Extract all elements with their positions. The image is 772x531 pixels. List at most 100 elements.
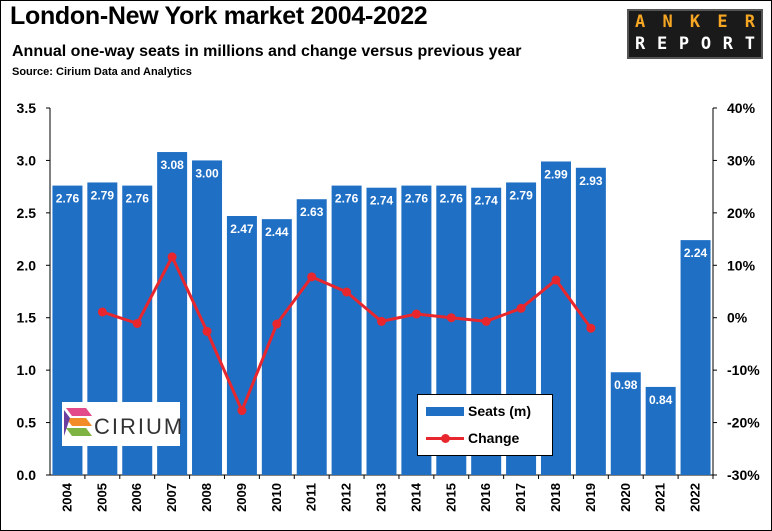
bar-2021 [645,386,676,475]
change-point [586,323,596,333]
change-point [377,316,386,326]
bar-value-label: 2.76 [440,192,464,206]
change-point [272,319,282,329]
bar-2013 [366,187,397,476]
left-tick-label: 3.0 [17,152,37,168]
bar-value-label: 2.99 [544,167,568,181]
left-tick-label: 0.5 [17,415,37,431]
x-tick-label: 2004 [59,482,74,512]
change-point [411,309,421,319]
cirium-logo: CIRIUM [62,402,182,446]
bar-2009 [226,216,257,475]
bar-value-label: 3.08 [160,158,184,172]
cirium-mark-icon [64,408,92,436]
anker-top-letter: A [635,12,646,32]
right-tick-label: -30% [727,467,760,483]
bar-value-label: 2.76 [335,192,359,206]
legend-swatch-seats [426,406,464,416]
anker-bottom-letter: P [678,34,690,54]
x-tick-label: 2019 [583,483,598,512]
x-tick-label: 2015 [443,483,458,512]
anker-bottom-letter: T [744,34,755,54]
x-tick-label: 2005 [94,483,109,512]
change-point [97,307,107,317]
x-tick-label: 2018 [548,483,563,512]
left-tick-label: 1.0 [17,362,37,378]
bar-value-label: 2.76 [405,192,429,206]
change-point [446,313,456,323]
x-tick-label: 2006 [129,483,144,512]
x-tick-label: 2007 [164,483,179,512]
bar-value-label: 3.00 [195,166,219,180]
cirium-logo-text: CIRIUM [94,414,185,439]
x-tick-label: 2017 [513,483,528,512]
bar-value-label: 2.76 [56,192,80,206]
bar-value-label: 2.74 [475,194,499,208]
bar-2012 [331,185,362,475]
change-point [516,303,526,313]
anker-bottom-letter: R [722,34,733,54]
anker-top-letter: E [717,12,728,32]
legend: Seats (m) Change [417,394,553,456]
bar-value-label: 0.98 [614,378,638,392]
bar-value-label: 2.79 [91,188,115,202]
anker-bottom-letter: E [656,34,668,54]
x-tick-label: 2011 [304,483,319,511]
right-tick-label: 30% [727,152,756,168]
bar-2022 [680,240,711,475]
bar-value-label: 2.47 [230,222,254,236]
left-tick-label: 0.0 [17,467,37,483]
bar-value-label: 2.93 [579,174,603,188]
legend-item-change: Change [426,430,519,446]
anker-top-letter: K [689,12,701,32]
anker-bottom-letter: O [700,34,712,54]
change-point [481,316,491,326]
chart-title: London-New York market 2004-2022 [10,2,428,30]
x-tick-label: 2016 [478,483,493,512]
change-point [551,275,561,285]
chart-source: Source: Cirium Data and Analytics [12,66,192,78]
left-tick-label: 1.5 [17,310,37,326]
right-tick-label: -10% [727,362,760,378]
right-tick-label: -20% [727,415,760,431]
change-point [202,326,212,336]
chart-subtitle: Annual one-way seats in millions and cha… [12,43,522,60]
bar-value-label: 2.44 [265,225,289,239]
change-point [342,287,352,297]
legend-label-change: Change [468,430,520,446]
change-point [132,318,142,328]
change-point [307,272,317,282]
x-tick-label: 2022 [688,483,703,512]
right-tick-label: 20% [727,205,756,221]
x-tick-label: 2020 [618,483,633,512]
x-tick-label: 2010 [269,483,284,512]
x-tick-label: 2014 [408,482,423,512]
bar-value-label: 2.79 [509,188,533,202]
bar-value-label: 0.84 [649,393,673,407]
bar-value-label: 2.24 [684,246,708,260]
x-tick-label: 2009 [234,483,249,512]
bar-2011 [296,199,327,475]
bar-value-label: 2.74 [370,194,394,208]
anker-top-letter: N [662,12,673,32]
x-tick-label: 2013 [374,483,389,512]
legend-label-seats: Seats (m) [468,403,532,419]
left-tick-label: 3.5 [17,100,37,116]
bar-2019 [575,167,606,476]
left-tick-label: 2.5 [17,205,37,221]
x-tick-label: 2008 [199,483,214,512]
anker-bottom-letter: R [635,34,646,54]
right-tick-label: 10% [727,257,756,273]
right-tick-label: 0% [727,310,748,326]
anker-top-letter: R [744,12,755,32]
left-tick-label: 2.0 [17,257,37,273]
right-tick-label: 40% [727,100,756,116]
bar-value-label: 2.63 [300,205,324,219]
x-tick-label: 2021 [653,483,668,512]
x-tick-label: 2012 [339,483,354,512]
change-point [167,252,177,262]
